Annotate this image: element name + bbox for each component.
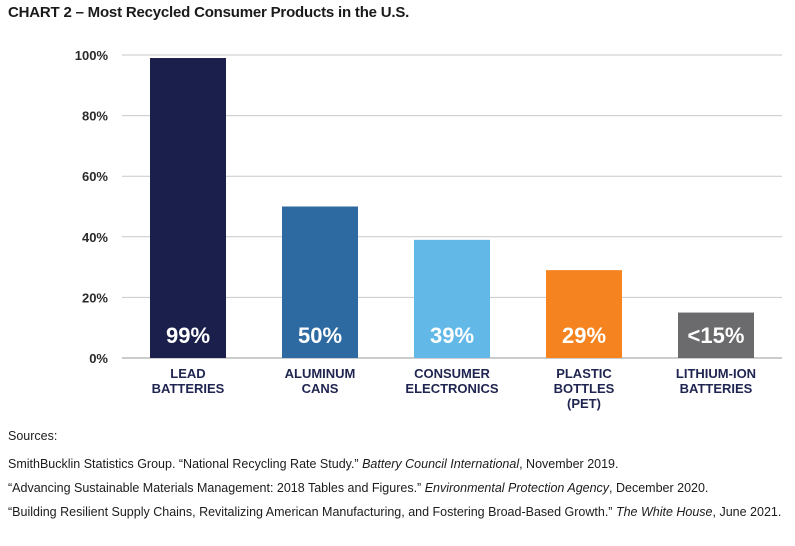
- y-tick-label: 0%: [89, 351, 108, 366]
- source-2-publisher: Environmental Protection Agency: [424, 481, 610, 495]
- category-label-line: CONSUMER: [414, 366, 490, 381]
- source-3-publisher: The White House: [615, 505, 713, 519]
- data-label: 99%: [166, 323, 210, 348]
- category-label: LITHIUM-ION BATTERIES: [676, 366, 756, 396]
- source-item-3: “Building Resilient Supply Chains, Revit…: [8, 504, 793, 520]
- data-label: <15%: [688, 323, 745, 348]
- category-label-line: (PET): [567, 396, 601, 411]
- data-label: 39%: [430, 323, 474, 348]
- category-label-line: ELECTRONICS: [405, 381, 499, 396]
- y-tick-label: 60%: [82, 169, 108, 184]
- data-label: 50%: [298, 323, 342, 348]
- category-label-line: LITHIUM-ION: [676, 366, 756, 381]
- bar: [678, 312, 754, 358]
- y-tick-label: 40%: [82, 230, 108, 245]
- bar: [150, 58, 226, 358]
- category-label-line: BATTERIES: [680, 381, 753, 396]
- category-label: PLASTIC BOTTLES (PET): [554, 366, 615, 411]
- category-label: ALUMINUM CANS: [285, 366, 356, 396]
- category-label-line: LEAD: [170, 366, 205, 381]
- category-label-line: BATTERIES: [152, 381, 225, 396]
- source-item-1: SmithBucklin Statistics Group. “National…: [8, 456, 793, 472]
- bar: [282, 206, 358, 358]
- data-label: 29%: [562, 323, 606, 348]
- source-3-text: “Building Resilient Supply Chains, Revit…: [8, 505, 616, 519]
- category-label-line: ALUMINUM: [285, 366, 356, 381]
- source-1-date: , November 2019.: [519, 457, 619, 471]
- source-1-publisher: Battery Council International: [362, 457, 520, 471]
- category-label-line: CANS: [302, 381, 339, 396]
- y-tick-label: 80%: [82, 109, 108, 124]
- y-tick-label: 100%: [75, 48, 109, 63]
- bar-chart: 0% 20% 40% 60% 80% 100% 99% 50% 39% 29% <15% LEAD…: [75, 48, 782, 411]
- sources-section: Sources: SmithBucklin Statistics Group. …: [8, 428, 793, 528]
- bar: [546, 270, 622, 358]
- source-2-date: , December 2020.: [609, 481, 709, 495]
- data-labels: 99% 50% 39% 29% <15%: [166, 323, 744, 348]
- source-item-2: “Advancing Sustainable Materials Managem…: [8, 480, 793, 496]
- sources-heading: Sources:: [8, 429, 58, 443]
- source-1-text: SmithBucklin Statistics Group. “National…: [8, 457, 363, 471]
- chart-title: CHART 2 – Most Recycled Consumer Product…: [8, 4, 410, 21]
- source-3-date: , June 2021.: [712, 505, 782, 519]
- bars: [150, 58, 754, 358]
- category-label: CONSUMER ELECTRONICS: [405, 366, 499, 396]
- category-label-line: PLASTIC: [556, 366, 612, 381]
- y-axis-ticks: 0% 20% 40% 60% 80% 100%: [75, 48, 109, 366]
- y-tick-label: 20%: [82, 290, 108, 305]
- source-2-text: “Advancing Sustainable Materials Managem…: [8, 481, 425, 495]
- category-label-line: BOTTLES: [554, 381, 615, 396]
- category-label: LEAD BATTERIES: [152, 366, 225, 396]
- bar: [414, 239, 490, 358]
